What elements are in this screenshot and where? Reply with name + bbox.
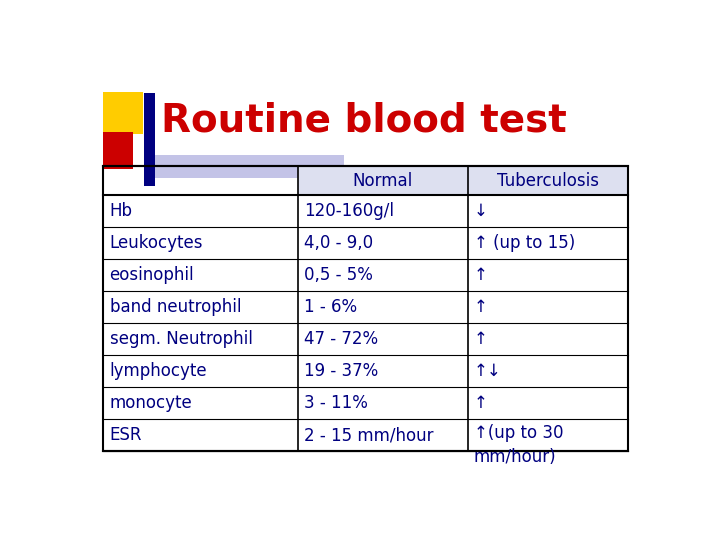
Text: 19 - 37%: 19 - 37% (305, 362, 379, 380)
Text: Hb: Hb (109, 202, 132, 220)
Bar (144, 93, 155, 186)
Text: ↑: ↑ (474, 298, 487, 316)
Text: 0,5 - 5%: 0,5 - 5% (305, 266, 373, 284)
Text: ↑ (up to 15): ↑ (up to 15) (474, 234, 575, 252)
Text: 4,0 - 9,0: 4,0 - 9,0 (305, 234, 374, 252)
Text: eosinophil: eosinophil (109, 266, 194, 284)
Text: band neutrophil: band neutrophil (109, 298, 241, 316)
Text: ↓: ↓ (474, 202, 487, 220)
Text: Leukocytes: Leukocytes (109, 234, 203, 252)
Text: ESR: ESR (109, 426, 142, 444)
Text: segm. Neutrophil: segm. Neutrophil (109, 330, 253, 348)
Text: 3 - 11%: 3 - 11% (305, 394, 368, 412)
Bar (144, 155, 344, 178)
Text: Normal: Normal (353, 172, 413, 190)
Text: Tuberculosis: Tuberculosis (497, 172, 599, 190)
Bar (298, 166, 629, 195)
Text: 2 - 15 mm/hour: 2 - 15 mm/hour (305, 426, 434, 444)
Text: ↑↓: ↑↓ (474, 362, 501, 380)
Text: monocyte: monocyte (109, 394, 192, 412)
Text: ↑: ↑ (474, 394, 487, 412)
Bar (104, 166, 629, 451)
Text: Routine blood test: Routine blood test (161, 101, 567, 139)
Text: ↑: ↑ (474, 330, 487, 348)
Text: 47 - 72%: 47 - 72% (305, 330, 379, 348)
Text: ↑: ↑ (474, 266, 487, 284)
Text: 120-160g/l: 120-160g/l (305, 202, 395, 220)
Bar (104, 92, 143, 134)
Text: lymphocyte: lymphocyte (109, 362, 207, 380)
Text: 1 - 6%: 1 - 6% (305, 298, 357, 316)
Bar (104, 132, 132, 168)
Text: ↑(up to 30
mm/hour): ↑(up to 30 mm/hour) (474, 424, 563, 465)
